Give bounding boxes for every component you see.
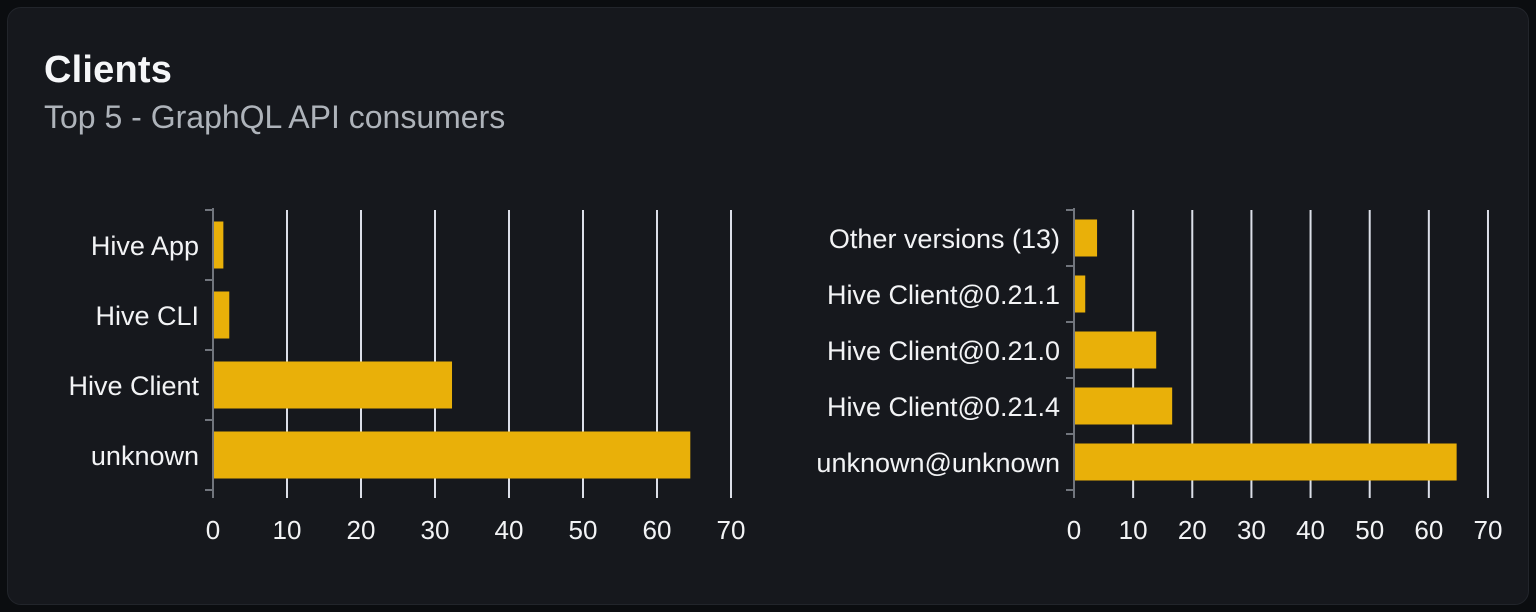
category-label: Hive Client@0.21.4 <box>827 392 1060 422</box>
bar <box>1074 275 1086 313</box>
x-tick-label: 0 <box>206 515 220 545</box>
x-tick-label: 60 <box>643 515 672 545</box>
x-tick-label: 30 <box>421 515 450 545</box>
x-tick-label: 40 <box>1296 515 1325 545</box>
bar <box>1074 331 1157 369</box>
bar <box>213 431 691 479</box>
x-tick-label: 60 <box>1414 515 1443 545</box>
x-tick-label: 20 <box>1178 515 1207 545</box>
bar <box>213 291 230 339</box>
bar <box>1074 219 1098 257</box>
category-label: unknown <box>91 441 199 471</box>
x-tick-label: 0 <box>1067 515 1081 545</box>
category-label: Other versions (13) <box>829 224 1060 254</box>
x-tick-label: 50 <box>569 515 598 545</box>
category-label: Hive App <box>91 231 199 261</box>
chart-consumers: Hive App Hive CLI Hive Client unknown 0 10 20 3… <box>68 208 745 545</box>
x-tick-label: 10 <box>273 515 302 545</box>
x-tick-label: 30 <box>1237 515 1266 545</box>
bar <box>213 221 224 269</box>
category-label: Hive Client@0.21.0 <box>827 336 1060 366</box>
bar <box>1074 443 1457 481</box>
x-tick-label: 50 <box>1355 515 1384 545</box>
x-tick-label: 70 <box>1474 515 1503 545</box>
bar <box>1074 387 1173 425</box>
category-label: Hive CLI <box>95 301 199 331</box>
x-tick-label: 20 <box>347 515 376 545</box>
card-title: Clients <box>44 49 173 91</box>
category-label: Hive Client@0.21.1 <box>827 280 1060 310</box>
category-label: Hive Client <box>68 371 199 401</box>
category-label: unknown@unknown <box>816 448 1060 478</box>
clients-card: Clients Top 5 - GraphQL API consumers <box>7 7 1529 605</box>
bar <box>213 361 453 409</box>
card-subtitle: Top 5 - GraphQL API consumers <box>44 99 506 135</box>
x-tick-label: 10 <box>1119 515 1148 545</box>
x-tick-label: 70 <box>717 515 746 545</box>
x-tick-label: 40 <box>495 515 524 545</box>
chart-consumer-versions: Other versions (13) Hive Client@0.21.1 Hiv… <box>816 208 1502 545</box>
